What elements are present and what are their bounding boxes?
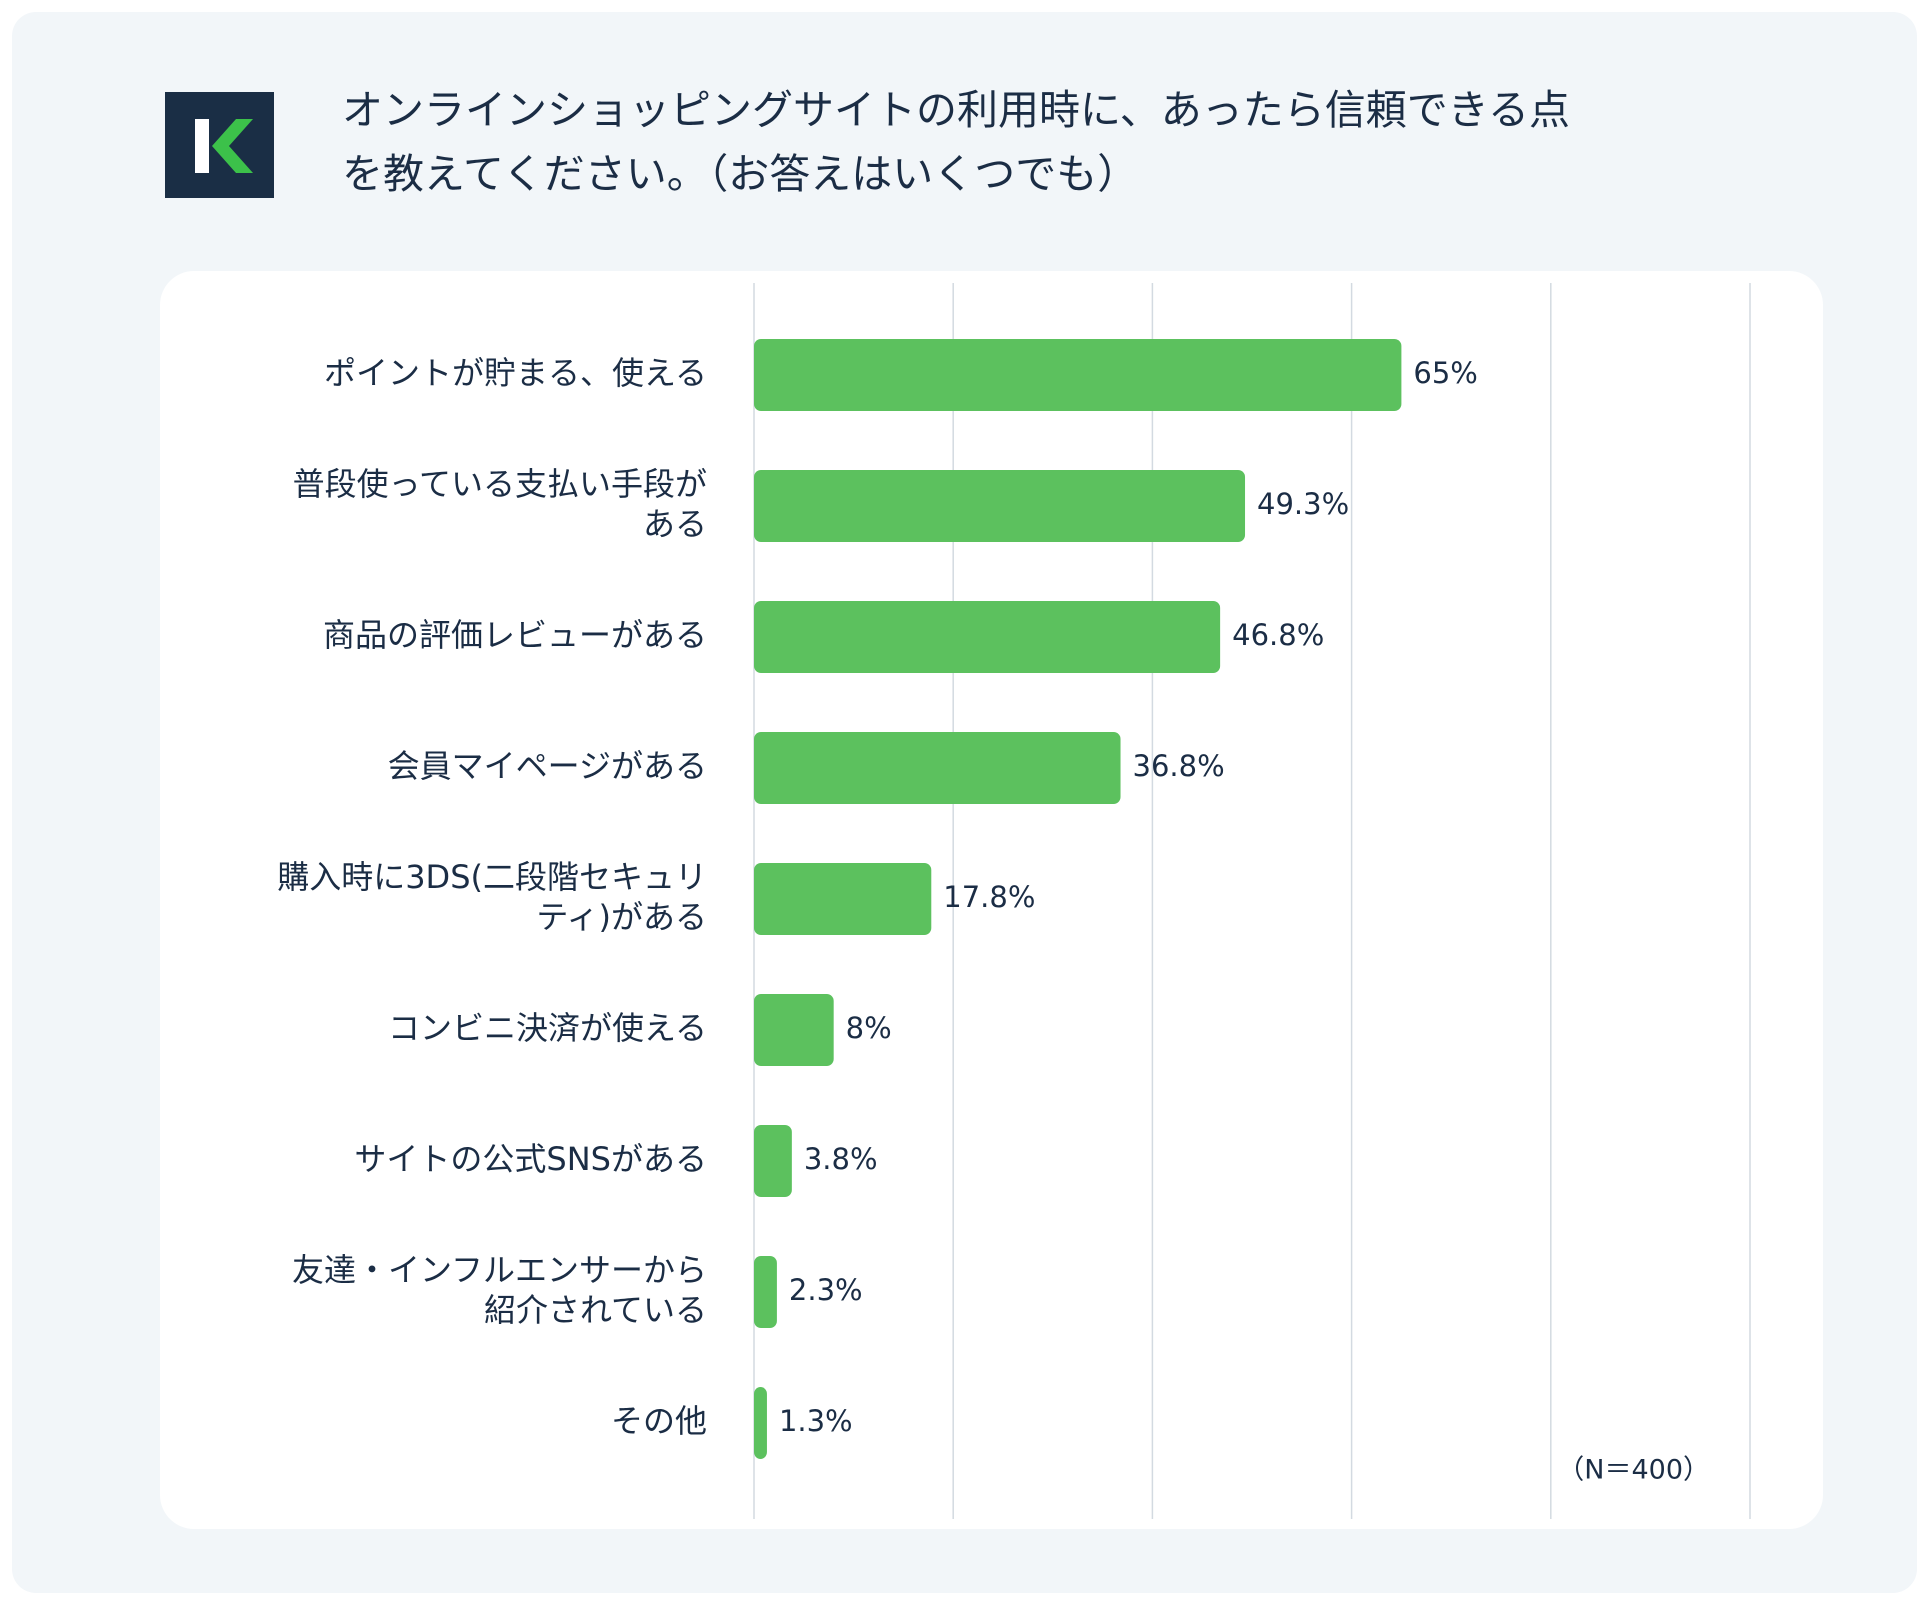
- bar: [754, 470, 1246, 542]
- bar: [754, 863, 932, 935]
- y-tick-label: 友達・インフルエンサーから紹介されている: [292, 1251, 707, 1329]
- y-tick-label: 普段使っている支払い手段がある: [293, 465, 707, 543]
- bar: [754, 601, 1221, 673]
- logo: [165, 92, 274, 198]
- y-tick-label: サイトの公式SNSがある: [354, 1140, 707, 1178]
- value-label: 49.3%: [1257, 487, 1349, 521]
- value-label: 8%: [846, 1011, 892, 1045]
- y-tick-label: 購入時に3DS(二段階セキュリティ)がある: [277, 858, 707, 936]
- value-label: 1.3%: [779, 1404, 853, 1438]
- y-tick-label: ポイントが貯まる、使える: [324, 354, 707, 392]
- value-label: 2.3%: [789, 1273, 863, 1307]
- value-label: 3.8%: [804, 1142, 878, 1176]
- chart-title: オンラインショッピングサイトの利用時に、あったら信頼できる点 を教えてください。…: [342, 86, 1570, 198]
- y-tick-label: コンビニ決済が使える: [388, 1009, 707, 1047]
- value-label: 46.8%: [1232, 618, 1324, 652]
- bar: [754, 994, 834, 1066]
- plot-card: [160, 271, 1823, 1529]
- bar: [754, 1125, 792, 1197]
- bar: [754, 732, 1121, 804]
- annotation: （N＝400）: [1557, 1455, 1710, 1486]
- y-tick-label: 会員マイページがある: [388, 747, 707, 785]
- bar: [754, 1387, 767, 1459]
- value-label: 36.8%: [1133, 749, 1225, 783]
- value-label: 65%: [1413, 356, 1477, 390]
- bar: [754, 339, 1402, 411]
- value-label: 17.8%: [943, 880, 1035, 914]
- bar: [754, 1256, 777, 1328]
- y-tick-label: 商品の評価レビューがある: [323, 616, 707, 654]
- y-tick-label: その他: [611, 1402, 707, 1440]
